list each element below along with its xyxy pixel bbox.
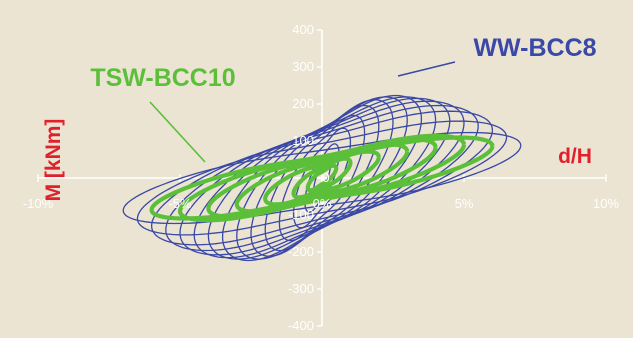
tsw-bcc10-series [149, 133, 495, 223]
x-tick-label: -5% [168, 196, 192, 211]
y-axis-label: M [kNm] [42, 119, 65, 202]
ww-bcc8-loop [250, 99, 394, 257]
x-tick-label: 10% [593, 196, 619, 211]
x-tick-label: -10% [23, 196, 54, 211]
y-tick-label: 200 [292, 96, 314, 111]
y-tick-label: -400 [288, 318, 314, 333]
y-tick-label: 400 [292, 22, 314, 37]
x-tick-label: 5% [455, 196, 474, 211]
y-tick-label: 300 [292, 59, 314, 74]
ww-bcc8-loop [236, 96, 408, 260]
y-tick-label: -200 [288, 244, 314, 259]
tick-labels: -10% -5% 0% 5% 10% 400 300 200 100 -100 -200 -300 -4… [23, 22, 620, 333]
tsw-bcc10-label: TSW-BCC10 [90, 64, 235, 92]
ww-bcc8-loop [179, 100, 465, 256]
tsw-bcc10-loop [149, 135, 495, 221]
x-tick-label: 0% [313, 196, 332, 211]
ww-bcc8-loop [136, 120, 508, 236]
y-tick-label: 100 [292, 133, 314, 148]
ww-bcc8-label: WW-BCC8 [473, 34, 596, 62]
y-tick-label: -100 [288, 207, 314, 222]
tsw-bcc10-loop [305, 163, 339, 193]
y-tick-label: -300 [288, 281, 314, 296]
ww-bcc8-pointer [397, 61, 456, 77]
tsw-bcc10-pointer [149, 101, 206, 163]
tsw-bcc10-loop [177, 133, 467, 223]
y-tick-label-zero: 0 [322, 170, 329, 185]
x-axis-label: d/H [558, 145, 592, 168]
